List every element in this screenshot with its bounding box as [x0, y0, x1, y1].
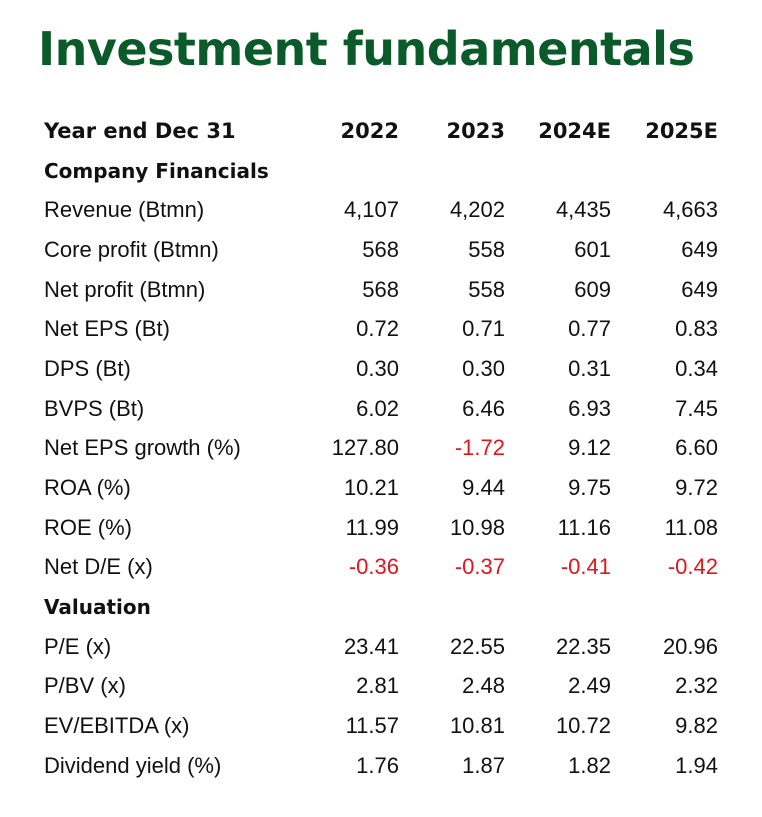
table-row: Dividend yield (%) 1.76 1.87 1.82 1.94: [36, 746, 718, 786]
table-row: Core profit (Btmn) 568 558 601 649: [36, 230, 718, 270]
row-value: 127.80: [331, 435, 399, 461]
row-label: BVPS (Bt): [44, 395, 145, 421]
row-value: 0.71: [462, 316, 505, 342]
row-value: 6.60: [675, 435, 718, 461]
row-value: 649: [681, 276, 718, 302]
table-row: Net EPS (Bt) 0.72 0.71 0.77 0.83: [36, 309, 718, 349]
header-year: 2023: [446, 118, 505, 143]
row-value: 0.83: [675, 316, 718, 342]
table-row: P/BV (x) 2.81 2.48 2.49 2.32: [36, 667, 718, 707]
row-label: P/E (x): [44, 633, 112, 659]
row-value: 10.72: [555, 713, 611, 739]
row-label: Net EPS (Bt): [44, 316, 170, 342]
row-label: Net EPS growth (%): [44, 435, 241, 461]
row-value: 0.72: [356, 316, 399, 342]
row-value: 601: [574, 236, 611, 262]
section-row: Company Financials: [36, 151, 718, 191]
row-label: ROA (%): [44, 475, 131, 501]
row-value: 9.82: [675, 713, 718, 739]
row-value: 2.81: [356, 673, 399, 699]
fundamentals-table: Year end Dec 31 2022 2023 2024E 2025E Co…: [36, 111, 718, 786]
row-label: Dividend yield (%): [44, 752, 222, 778]
row-value: 0.30: [462, 355, 505, 381]
row-value: 22.55: [449, 633, 505, 659]
row-value: 22.35: [555, 633, 611, 659]
row-value: 0.77: [568, 316, 611, 342]
table-row: Net D/E (x) -0.36 -0.37 -0.41 -0.42: [36, 548, 718, 588]
header-year: 2022: [340, 118, 399, 143]
table-row: BVPS (Bt) 6.02 6.46 6.93 7.45: [36, 389, 718, 429]
row-value: 609: [574, 276, 611, 302]
row-value: 4,107: [343, 197, 399, 223]
row-label: EV/EBITDA (x): [44, 713, 190, 739]
header-year: 2024E: [538, 118, 611, 143]
row-value: 11.99: [345, 514, 399, 540]
row-value: -0.42: [667, 554, 718, 580]
row-value: 0.30: [356, 355, 399, 381]
row-label: DPS (Bt): [44, 355, 131, 381]
row-value: 23.41: [343, 633, 399, 659]
section-title: Company Financials: [44, 158, 269, 183]
row-value: 10.21: [343, 475, 399, 501]
row-value: 2.32: [675, 673, 718, 699]
table-row: ROE (%) 11.99 10.98 11.16 11.08: [36, 508, 718, 548]
header-year: 2025E: [645, 118, 718, 143]
row-value: 9.72: [675, 475, 718, 501]
row-value: 6.46: [462, 395, 505, 421]
row-label: Core profit (Btmn): [44, 236, 219, 262]
table-row: ROA (%) 10.21 9.44 9.75 9.72: [36, 468, 718, 508]
table-body: Company Financials Revenue (Btmn) 4,107 4,2…: [36, 151, 718, 786]
row-value: 10.81: [449, 713, 505, 739]
table-row: EV/EBITDA (x) 11.57 10.81 10.72 9.82: [36, 706, 718, 746]
row-value: -0.36: [348, 554, 399, 580]
row-value: 4,435: [555, 197, 611, 223]
header-row: Year end Dec 31 2022 2023 2024E 2025E: [36, 111, 718, 151]
row-value: 558: [468, 236, 505, 262]
row-value: 9.12: [568, 435, 611, 461]
row-value: 20.96: [662, 633, 718, 659]
row-value: 7.45: [675, 395, 718, 421]
row-value: 558: [468, 276, 505, 302]
table-row: Net EPS growth (%) 127.80 -1.72 9.12 6.60: [36, 429, 718, 469]
table-row: Net profit (Btmn) 568 558 609 649: [36, 270, 718, 310]
row-label: P/BV (x): [44, 673, 126, 699]
row-value: 9.44: [462, 475, 505, 501]
row-value: 568: [362, 276, 399, 302]
row-value: 11.16: [557, 514, 611, 540]
row-value: 568: [362, 236, 399, 262]
table-row: Revenue (Btmn) 4,107 4,202 4,435 4,663: [36, 190, 718, 230]
row-value: 11.57: [345, 713, 399, 739]
row-value: 0.31: [568, 355, 611, 381]
row-value: 1.82: [568, 752, 611, 778]
row-value: -1.72: [454, 435, 505, 461]
table-row: P/E (x) 23.41 22.55 22.35 20.96: [36, 627, 718, 667]
row-value: -0.41: [560, 554, 611, 580]
row-value: 1.76: [356, 752, 399, 778]
row-value: 1.94: [675, 752, 718, 778]
row-value: 4,202: [449, 197, 505, 223]
row-value: 11.08: [664, 514, 718, 540]
row-value: 2.48: [462, 673, 505, 699]
section-title: Valuation: [44, 595, 151, 620]
page-title: Investment fundamentals: [38, 22, 695, 76]
row-value: 2.49: [568, 673, 611, 699]
row-value: 4,663: [662, 197, 718, 223]
row-value: 1.87: [462, 752, 505, 778]
row-value: 0.34: [675, 355, 718, 381]
row-label: Revenue (Btmn): [44, 197, 205, 223]
table-row: DPS (Bt) 0.30 0.30 0.31 0.34: [36, 349, 718, 389]
row-value: 6.93: [568, 395, 611, 421]
row-value: 6.02: [356, 395, 399, 421]
section-row: Valuation: [36, 587, 718, 627]
row-label: Net profit (Btmn): [44, 276, 206, 302]
row-value: 9.75: [568, 475, 611, 501]
row-value: -0.37: [454, 554, 505, 580]
row-value: 10.98: [449, 514, 505, 540]
header-label: Year end Dec 31: [44, 118, 236, 143]
row-label: ROE (%): [44, 514, 132, 540]
row-label: Net D/E (x): [44, 554, 153, 580]
row-value: 649: [681, 236, 718, 262]
